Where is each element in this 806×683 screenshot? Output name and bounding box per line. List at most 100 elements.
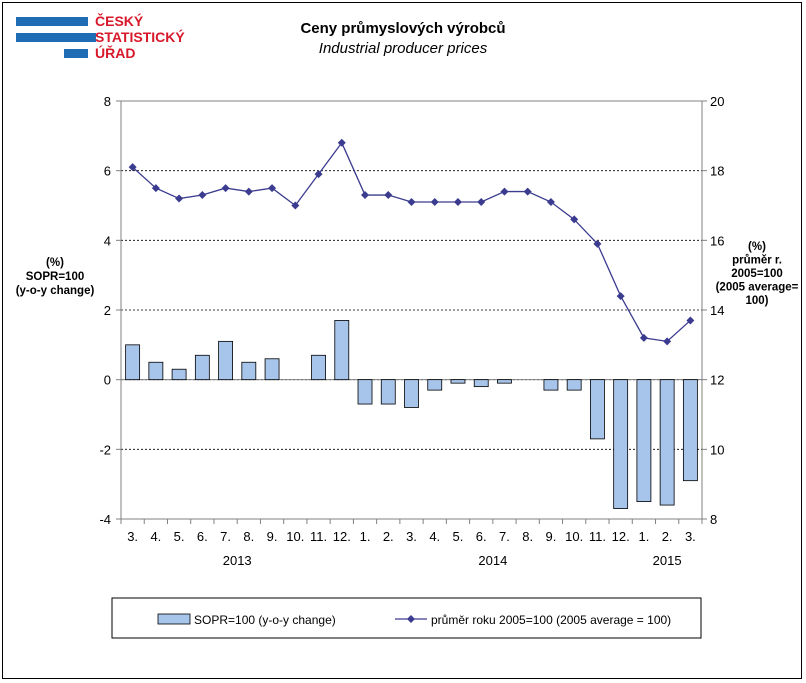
chart-title: Ceny průmyslových výrobců — [300, 20, 506, 37]
line-marker — [314, 170, 323, 179]
logo-bar-1 — [16, 17, 88, 26]
category-label: 11. — [310, 529, 327, 544]
category-label: 4. — [150, 529, 161, 544]
category-label: 8. — [243, 529, 254, 544]
line-marker — [639, 333, 648, 342]
left-axis-title-line: (%) — [46, 257, 64, 269]
left-tick-label: 6 — [104, 164, 111, 179]
right-tick-label: 8 — [710, 512, 717, 527]
bar — [427, 379, 443, 391]
category-label: 11. — [589, 529, 606, 544]
right-tick-label: 18 — [710, 164, 724, 179]
bar — [125, 344, 141, 381]
category-label: 7. — [220, 529, 231, 544]
line-marker — [198, 191, 207, 200]
category-label: 8. — [522, 529, 533, 544]
left-tick-label: -2 — [99, 442, 111, 457]
line-marker — [500, 187, 509, 196]
bar — [171, 368, 187, 381]
bar — [613, 379, 629, 509]
category-label: 6. — [197, 529, 208, 544]
category-label: 1. — [360, 529, 371, 544]
category-label: 9. — [267, 529, 278, 544]
category-label: 3. — [685, 529, 696, 544]
line-marker — [361, 191, 370, 200]
bar — [636, 379, 652, 502]
category-label: 3. — [127, 529, 138, 544]
line-marker — [453, 198, 462, 207]
line-marker — [244, 187, 253, 196]
line-marker — [477, 198, 486, 207]
year-label: 2015 — [653, 553, 682, 568]
line-marker — [546, 198, 555, 207]
line-marker — [407, 198, 416, 207]
category-label: 2. — [383, 529, 394, 544]
bar — [566, 379, 582, 391]
left-tick-label: 4 — [104, 233, 111, 248]
bar — [334, 320, 350, 381]
bar — [450, 379, 466, 384]
bar — [194, 354, 210, 381]
right-tick-label: 12 — [710, 373, 724, 388]
line-marker — [593, 239, 602, 248]
right-axis-title-line: 100) — [745, 295, 768, 307]
year-label: 2014 — [478, 553, 507, 568]
right-axis-title-line: (%) — [748, 241, 766, 253]
line-marker — [128, 163, 137, 172]
chart-subtitle: Industrial producer prices — [318, 40, 488, 57]
logo-bar-3 — [64, 49, 88, 58]
line-marker — [268, 184, 277, 193]
bar — [473, 379, 489, 388]
category-label: 4. — [429, 529, 440, 544]
category-label: 3. — [406, 529, 417, 544]
bar — [241, 361, 257, 381]
line-marker — [337, 138, 346, 147]
category-label: 12. — [333, 529, 351, 544]
bar — [659, 379, 675, 506]
category-label: 1. — [638, 529, 649, 544]
line-series — [132, 141, 691, 343]
right-axis-title-line: průměr r. — [732, 255, 782, 267]
line-marker — [291, 201, 300, 210]
bar — [148, 361, 164, 381]
left-tick-label: -4 — [99, 512, 111, 527]
category-label: 6. — [476, 529, 487, 544]
year-label: 2013 — [223, 553, 252, 568]
left-tick-label: 8 — [104, 94, 111, 109]
category-label: 5. — [174, 529, 185, 544]
logo-bar-2 — [16, 33, 96, 42]
right-tick-label: 14 — [710, 303, 724, 318]
line-marker — [221, 184, 230, 193]
category-label: 7. — [499, 529, 510, 544]
bar — [311, 354, 326, 381]
right-axis-title-line: 2005=100 — [731, 268, 783, 280]
bar — [497, 379, 512, 384]
left-tick-label: 2 — [104, 303, 111, 318]
bar — [380, 379, 396, 405]
category-label: 10. — [565, 529, 583, 544]
category-label: 12. — [612, 529, 630, 544]
line-marker — [523, 187, 532, 196]
left-axis-title-line: SOPR=100 — [26, 271, 85, 283]
line-marker — [430, 198, 439, 207]
logo-line-3: ÚŘAD — [95, 44, 135, 61]
legend-box — [111, 597, 702, 639]
category-label: 2. — [662, 529, 673, 544]
right-axis-title-line: (2005 average= — [716, 282, 799, 294]
right-tick-label: 16 — [710, 233, 724, 248]
logo-line-1: ČESKÝ — [95, 12, 144, 29]
bar — [590, 379, 605, 440]
left-tick-label: 0 — [104, 373, 111, 388]
bar — [682, 379, 698, 482]
line-marker — [616, 292, 625, 301]
legend-line-label: průměr roku 2005=100 (2005 average = 100… — [431, 613, 671, 627]
logo-line-2: STATISTICKÝ — [95, 28, 185, 45]
left-axis-title-line: (y-o-y change) — [16, 285, 95, 297]
legend-bar-swatch — [157, 613, 191, 625]
line-marker — [151, 184, 160, 193]
category-label: 10. — [286, 529, 304, 544]
line-marker — [663, 337, 672, 346]
bar — [357, 379, 373, 405]
legend-line-marker — [407, 615, 415, 623]
